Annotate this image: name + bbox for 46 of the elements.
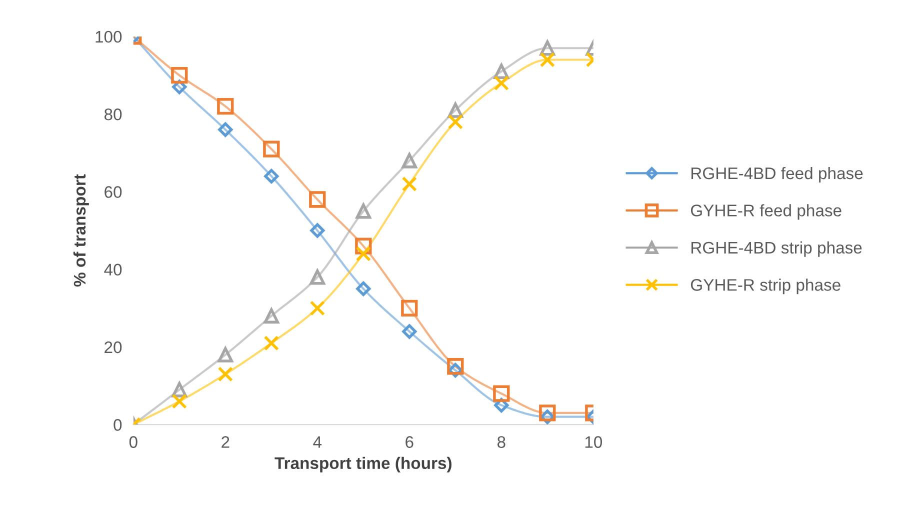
point (217, 98, 234, 115)
point (218, 366, 234, 382)
point (493, 385, 510, 402)
y-tick-label: 40 (104, 264, 122, 276)
point (355, 238, 372, 254)
point (447, 358, 464, 375)
point (402, 153, 418, 168)
point (264, 308, 280, 324)
point (310, 269, 326, 285)
point (356, 203, 372, 219)
point (310, 300, 326, 316)
legend-label: GYHE-R strip phase (690, 278, 840, 294)
x-tick-label: 8 (497, 436, 506, 448)
point (448, 114, 464, 130)
point (218, 122, 233, 137)
point (218, 347, 234, 362)
point (310, 223, 325, 238)
point (172, 394, 188, 409)
y-tick-label: 80 (104, 108, 122, 120)
point (402, 176, 418, 192)
legend-label: RGHE-4BD strip phase (692, 241, 862, 257)
point (263, 140, 280, 158)
y-tick-label: 100 (96, 30, 122, 43)
point (494, 75, 510, 91)
point (539, 404, 556, 422)
x-tick-label: 2 (222, 436, 230, 448)
legend-label: GYHE-R feed phase (690, 204, 842, 220)
point (309, 191, 326, 208)
y-axis-title: % of transport (73, 174, 89, 287)
point (402, 324, 417, 339)
point (356, 281, 371, 296)
point (540, 52, 556, 68)
point (171, 66, 188, 84)
x-tick-label: 0 (129, 436, 138, 448)
x-tick-label: 4 (313, 436, 322, 448)
y-tick-label: 60 (104, 186, 122, 198)
point (356, 246, 372, 262)
y-tick-label: 20 (104, 341, 122, 354)
point (264, 168, 279, 184)
y-tick-label: 0 (114, 419, 122, 431)
x-tick-label: 6 (406, 436, 414, 448)
legend-label: RGHE-4BD feed phase (692, 166, 863, 183)
point (264, 335, 280, 351)
point (401, 300, 418, 317)
x-tick-label: 10 (585, 436, 602, 448)
x-axis-title: Transport time (hours) (274, 456, 452, 472)
